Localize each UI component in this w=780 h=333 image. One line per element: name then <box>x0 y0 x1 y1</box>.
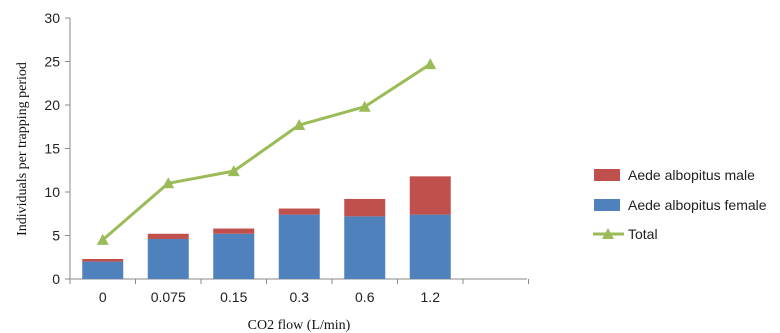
legend-swatch <box>594 199 620 211</box>
x-axis-title: CO2 flow (L/min) <box>248 318 351 333</box>
x-axis: 0 0.075 0.15 0.3 0.6 1.2 <box>69 278 529 305</box>
x-tick-label: 0.075 <box>151 289 186 305</box>
total-point <box>424 58 437 70</box>
legend-label: Aede albopitus female <box>628 197 767 213</box>
y-tick-label: 20 <box>44 97 60 113</box>
x-tick-label: 0.15 <box>220 289 247 305</box>
total-point <box>293 119 306 131</box>
legend-swatch-marker <box>602 228 614 239</box>
total-line <box>101 62 432 241</box>
total-line-series <box>96 58 437 245</box>
x-tick-label: 0 <box>99 289 107 305</box>
bar-female <box>409 214 451 279</box>
x-tick-label: 1.2 <box>421 289 441 305</box>
bars <box>82 176 451 279</box>
legend-swatch <box>594 169 620 181</box>
total-point <box>358 100 371 112</box>
bar-female <box>213 233 255 279</box>
y-tick-label: 15 <box>44 141 60 157</box>
bar-male <box>278 208 320 215</box>
legend-label: Total <box>628 226 658 242</box>
bar-female <box>147 238 189 279</box>
y-tick-label: 0 <box>52 271 60 287</box>
y-tick-label: 5 <box>52 228 60 244</box>
total-point <box>227 165 240 177</box>
bar-male <box>213 228 255 234</box>
bar-female <box>344 216 386 279</box>
y-tick-label: 30 <box>44 10 60 26</box>
bar-male <box>344 198 386 217</box>
bar-male <box>409 176 451 215</box>
bar-male <box>147 233 189 239</box>
x-tick-label: 0.6 <box>355 289 375 305</box>
y-axis: 0 5 10 15 20 25 30 <box>44 10 71 287</box>
y-axis-title: Individuals per trapping period <box>15 62 30 236</box>
y-tick-label: 25 <box>44 54 60 70</box>
bar-male <box>82 258 124 262</box>
total-point <box>162 177 175 189</box>
legend: Aede albopitus male Aede albopitus female… <box>593 167 767 242</box>
legend-label: Aede albopitus male <box>628 167 755 183</box>
total-point <box>96 233 109 245</box>
bar-female <box>278 214 320 279</box>
bar-female <box>82 261 124 279</box>
y-tick-label: 10 <box>44 184 60 200</box>
x-tick-label: 0.3 <box>290 289 310 305</box>
